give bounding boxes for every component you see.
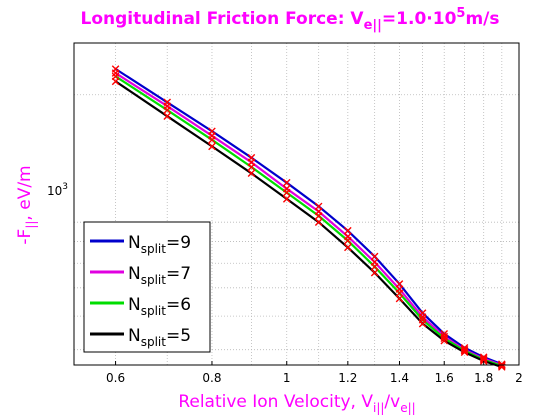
data-point-marker <box>418 319 427 328</box>
title-unit: m/s <box>465 9 499 29</box>
x-tick-labels: 0.6 0.8 1 1.2 1.4 1.6 1.8 2 <box>106 361 523 385</box>
data-point-marker <box>163 112 172 120</box>
title-text: Longitudinal Friction Force: V <box>81 9 365 29</box>
legend: Nsplit=9 Nsplit=7 Nsplit=6 Nsplit=5 <box>83 221 211 353</box>
xlabel-text: Relative Ion Velocity, V <box>178 392 373 412</box>
x-tick-label: 1.4 <box>390 371 409 385</box>
data-point-marker <box>163 106 172 114</box>
data-point-marker <box>344 236 352 245</box>
data-point-marker <box>479 356 488 364</box>
data-point-marker <box>344 243 352 252</box>
legend-label: Nsplit=9 <box>128 233 191 256</box>
data-point-marker <box>440 334 449 343</box>
data-point-marker <box>282 195 291 203</box>
ylabel-text: -F <box>15 229 35 245</box>
legend-entry: Nsplit=5 <box>90 326 191 349</box>
data-point-marker <box>111 77 120 86</box>
legend-label: Nsplit=5 <box>128 326 191 349</box>
xlabel-slash: /v <box>384 392 400 412</box>
data-point-marker <box>395 289 404 297</box>
data-point-marker <box>370 252 379 261</box>
y-tick-exponent: 3 <box>62 182 68 192</box>
data-point-marker <box>208 142 216 151</box>
data-point-marker <box>370 268 379 277</box>
data-point-marker <box>460 348 469 357</box>
svg-text:Longitudinal Friction Force: V: Longitudinal Friction Force: Ve||=1.0·10… <box>81 6 500 33</box>
legend-label: Nsplit=7 <box>128 264 191 287</box>
data-point-marker <box>111 69 120 77</box>
xlabel-sub1: i|| <box>373 401 384 415</box>
chart-title: Longitudinal Friction Force: Ve||=1.0·10… <box>81 6 500 33</box>
x-tick-label: 2 <box>515 371 523 385</box>
x-tick-label: 0.6 <box>106 371 125 385</box>
data-point-marker <box>460 345 469 354</box>
data-point-marker <box>498 362 506 370</box>
series-0 <box>115 68 503 366</box>
xlabel-sub2: e|| <box>400 401 415 415</box>
y-axis-label: -F||, eV/m <box>15 165 38 244</box>
data-point-marker <box>247 163 256 171</box>
svg-text:-F||, eV/m: -F||, eV/m <box>15 165 38 244</box>
legend-entry: Nsplit=9 <box>90 233 191 256</box>
legend-label: Nsplit=6 <box>128 295 191 318</box>
x-axis-label: Relative Ion Velocity, Vi||/ve|| <box>178 392 415 415</box>
legend-box <box>83 221 211 353</box>
series-2 <box>114 75 503 367</box>
y-tick-base: 10 <box>47 184 62 198</box>
y-tick-label: 103 <box>47 182 68 198</box>
x-tick-label: 1 <box>283 371 291 385</box>
data-point-marker <box>208 136 216 144</box>
x-tick-label: 1.6 <box>435 371 454 385</box>
data-point-marker <box>247 169 256 178</box>
ylabel-sub: || <box>24 221 38 229</box>
svg-text:Relative Ion Velocity, Vi||/ve: Relative Ion Velocity, Vi||/ve|| <box>178 392 415 415</box>
series-line <box>115 68 503 366</box>
plot-frame <box>73 42 520 366</box>
title-equals: =1.0·10 <box>382 9 457 29</box>
grid-lines <box>74 43 519 365</box>
data-point-marker <box>460 346 469 355</box>
ylabel-unit: , eV/m <box>15 165 35 220</box>
x-tick-label: 0.8 <box>202 371 221 385</box>
legend-entry: Nsplit=7 <box>90 264 191 287</box>
data-point-marker <box>314 212 323 220</box>
data-point-marker <box>440 336 449 345</box>
title-superscript: 5 <box>456 6 465 21</box>
x-tick-label: 1.2 <box>338 371 357 385</box>
legend-entry: Nsplit=6 <box>90 295 191 318</box>
data-point-marker <box>479 354 488 363</box>
title-subscript: e|| <box>364 18 382 33</box>
data-point-marker <box>282 178 291 187</box>
data-point-marker <box>282 188 291 197</box>
series-line <box>114 75 503 367</box>
data-point-marker <box>370 262 379 271</box>
svg-text:103: 103 <box>47 182 68 198</box>
data-point-marker <box>418 313 427 321</box>
data-point-marker <box>314 218 323 227</box>
x-tick-label: 1.8 <box>474 371 493 385</box>
data-point-marker <box>344 226 352 235</box>
data-point-marker <box>395 294 404 303</box>
